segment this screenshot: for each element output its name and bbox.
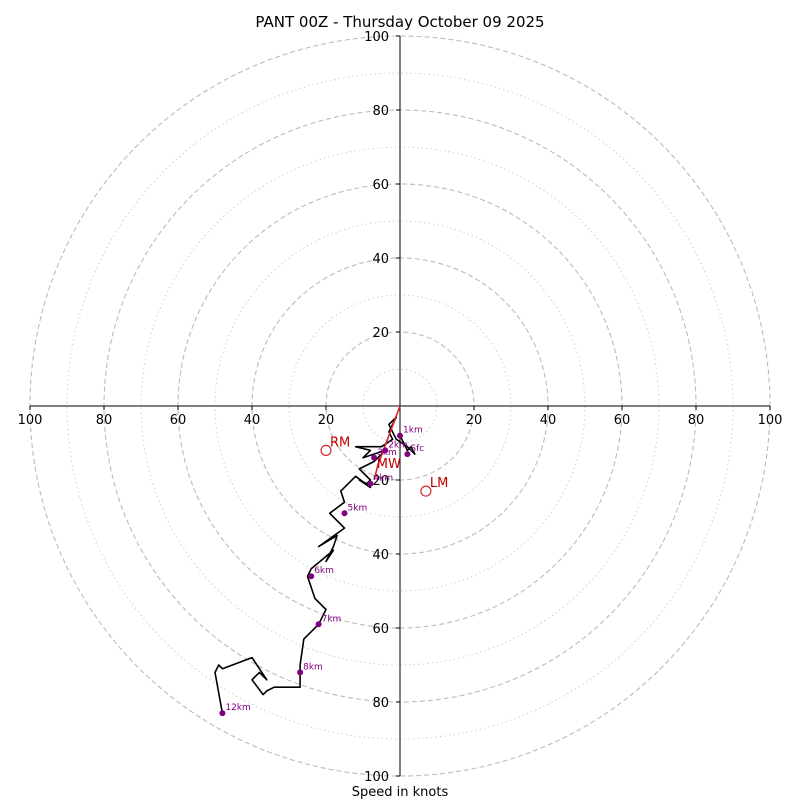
y-tick-label: 100	[364, 30, 389, 45]
height-marker-6km	[308, 573, 315, 580]
y-tick-label: 60	[372, 622, 389, 637]
height-marker-12km	[219, 710, 226, 717]
y-tick-label: 60	[372, 178, 389, 193]
y-tick-label: 20	[372, 326, 389, 341]
x-tick-label: 40	[244, 413, 261, 428]
y-tick-label: 40	[372, 252, 389, 267]
chart-title: PANT 00Z - Thursday October 09 2025	[255, 13, 544, 31]
height-marker-5km	[341, 510, 348, 517]
mean-wind-label: MW	[377, 457, 401, 472]
x-tick-label: 80	[96, 413, 113, 428]
x-tick-label: 80	[688, 413, 705, 428]
right-mover-marker	[320, 444, 332, 456]
y-tick-label: 80	[372, 104, 389, 119]
y-tick-label: 40	[372, 548, 389, 563]
height-label-8km: 8km	[303, 662, 323, 672]
left-mover-marker	[420, 485, 432, 497]
y-tick-label: 100	[364, 770, 389, 785]
y-tick-label: 20	[372, 474, 389, 489]
x-tick-label: 20	[466, 413, 483, 428]
height-label-7km: 7km	[322, 614, 342, 624]
x-tick-label: 60	[614, 413, 631, 428]
x-tick-label: 100	[758, 413, 783, 428]
x-tick-label: 60	[170, 413, 187, 428]
x-tick-label: 20	[318, 413, 335, 428]
x-tick-label: 40	[540, 413, 557, 428]
height-marker-8km	[297, 669, 304, 676]
height-marker-1km	[397, 432, 403, 439]
height-marker-2km	[382, 447, 389, 454]
height-label-6km: 6km	[314, 566, 334, 576]
height-marker-7km	[315, 621, 322, 628]
height-marker-4km	[367, 480, 374, 487]
storm-motion: RM LM MW	[320, 405, 448, 497]
tick-labels: 100 80 60 40 20 20 40 60 80 100 100 80 60 40 20 20 40 60 8…	[18, 30, 783, 785]
height-marker-3km	[371, 454, 378, 461]
x-tick-label: 100	[18, 413, 43, 428]
height-label-2km: 2km	[388, 440, 408, 450]
height-label-Sfc: Sfc	[410, 444, 424, 454]
height-label-5km: 5km	[348, 503, 368, 513]
height-label-1km: 1km	[403, 426, 423, 436]
x-axis-label: Speed in knots	[352, 785, 449, 800]
height-label-4km: 4km	[373, 474, 393, 484]
height-marker-Sfc	[404, 451, 411, 458]
height-label-12km: 12km	[225, 703, 250, 713]
mean-wind-vector	[373, 405, 401, 481]
y-tick-label: 80	[372, 696, 389, 711]
left-mover-label: LM	[430, 476, 448, 491]
right-mover-label: RM	[330, 435, 350, 450]
height-label-3km: 3km	[377, 448, 397, 458]
